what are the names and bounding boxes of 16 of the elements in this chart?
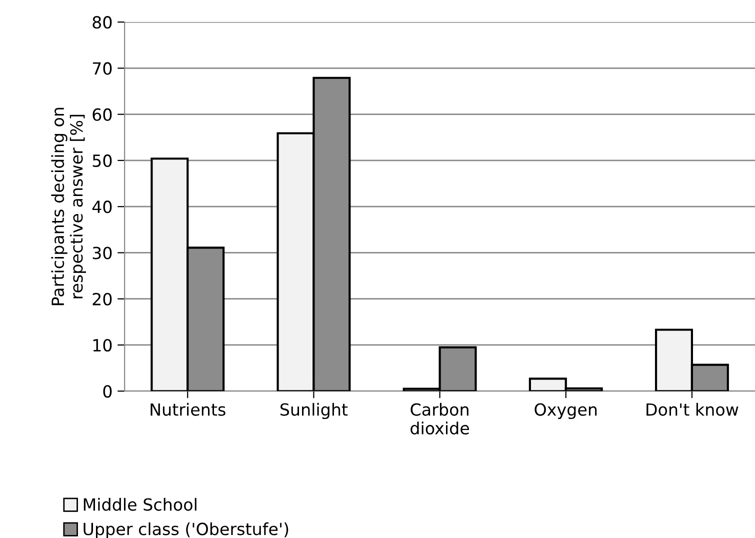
legend-label: Middle School xyxy=(84,498,196,511)
x-tick-label: Nutrients xyxy=(150,402,226,416)
y-tick-label: 0 xyxy=(103,385,112,398)
y-tick-label: 80 xyxy=(92,16,112,29)
y-tick-label: 60 xyxy=(92,108,112,121)
y-axis-title: Participants deciding on respective answer [%] xyxy=(51,108,86,306)
x-tick-label: Sunlight xyxy=(280,402,348,420)
y-tick-label: 30 xyxy=(92,246,112,260)
y-tick-label: 10 xyxy=(93,338,112,352)
y-tick-label: 20 xyxy=(92,292,112,306)
y-tick-label: 70 xyxy=(92,62,112,75)
x-tick-label: Oxygen xyxy=(534,403,597,420)
y-tick-label: 40 xyxy=(92,200,112,214)
y-tick-label: 50 xyxy=(92,154,112,168)
x-tick-label: Don't know xyxy=(646,402,738,416)
x-tick-label: Carbon dioxide xyxy=(410,402,470,434)
